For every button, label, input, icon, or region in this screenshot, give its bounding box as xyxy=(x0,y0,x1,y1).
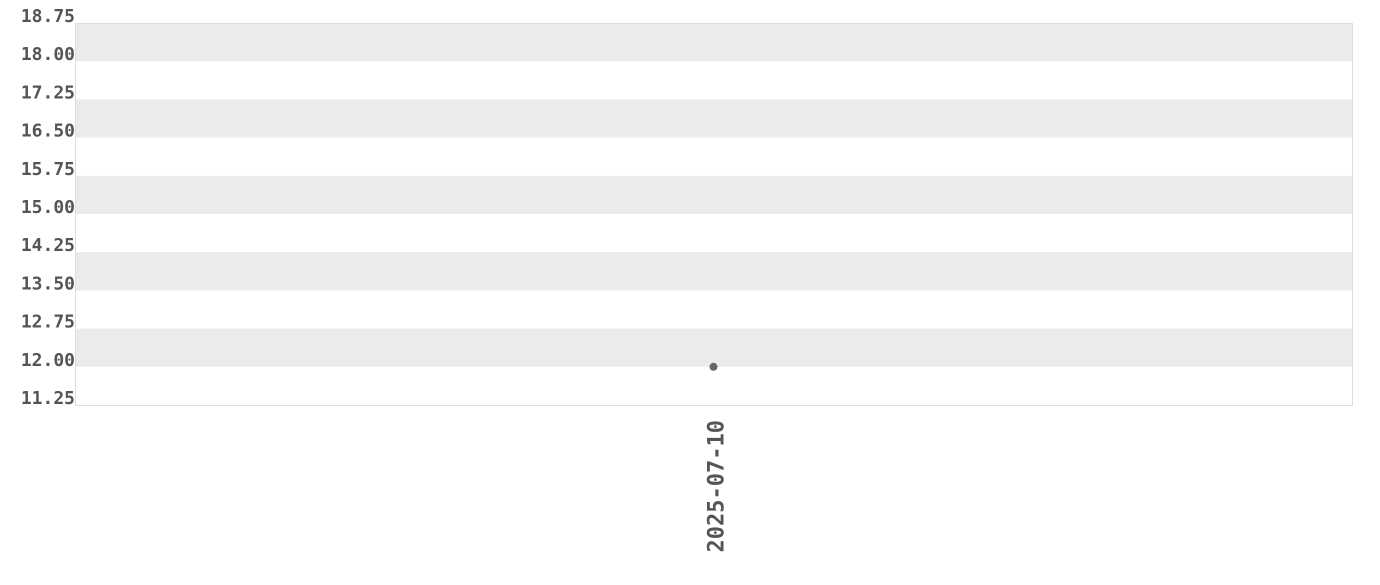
data-point[interactable] xyxy=(709,362,718,371)
y-tick-label: 13.50 xyxy=(21,273,75,294)
grid-bands xyxy=(75,23,1352,367)
data-points xyxy=(709,362,718,371)
plot-area-border xyxy=(75,23,1353,406)
x-axis: 2025-07-10 xyxy=(705,420,730,552)
grid-band xyxy=(75,175,1352,214)
y-tick-label: 15.00 xyxy=(21,197,75,218)
grid-band xyxy=(75,23,1352,62)
y-tick-label: 18.00 xyxy=(21,44,75,65)
y-tick-label: 14.25 xyxy=(21,235,75,256)
grid-band xyxy=(75,99,1352,138)
y-tick-label: 12.00 xyxy=(21,350,75,371)
y-tick-label: 11.25 xyxy=(21,388,75,409)
grid-band xyxy=(75,252,1352,291)
y-tick-label: 15.75 xyxy=(21,159,75,180)
y-tick-label: 17.25 xyxy=(21,82,75,103)
grid-band xyxy=(75,328,1352,367)
x-tick-label: 2025-07-10 xyxy=(705,420,730,552)
y-tick-label: 12.75 xyxy=(21,312,75,333)
y-axis: 18.75 18.00 17.25 16.50 15.75 15.00 14.25 13.50… xyxy=(21,6,75,409)
y-tick-label: 18.75 xyxy=(21,6,75,27)
y-tick-label: 16.50 xyxy=(21,121,75,142)
